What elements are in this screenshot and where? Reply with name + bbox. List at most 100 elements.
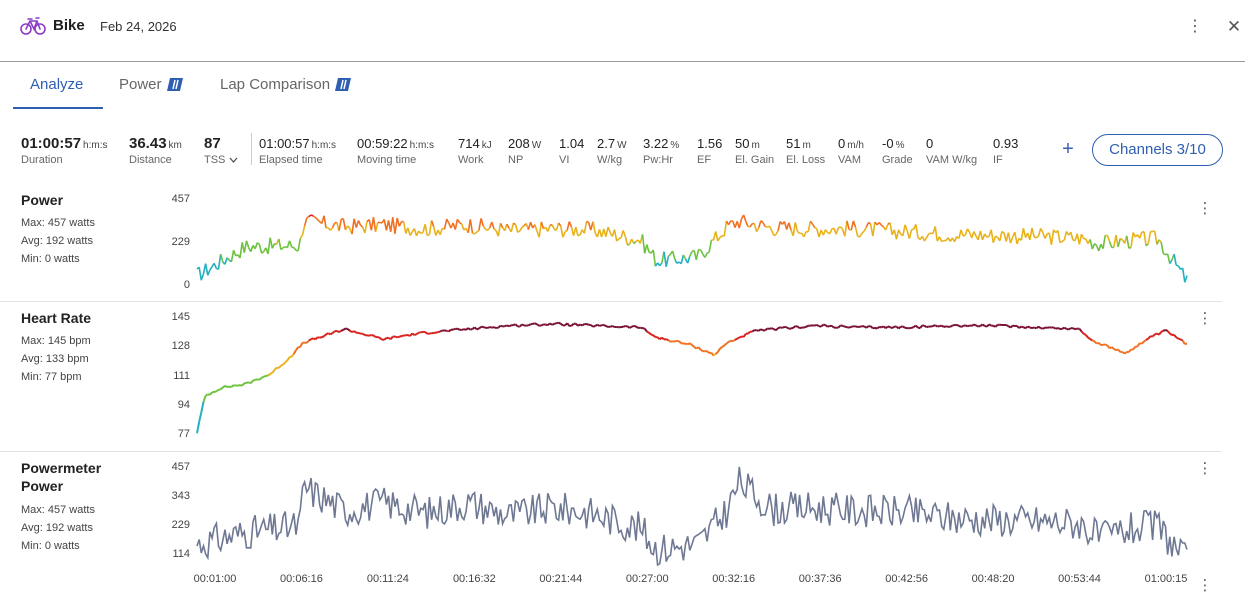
- series-segment: [1128, 246, 1132, 250]
- y-tick-label: 0: [183, 279, 190, 291]
- stat-label: Moving time: [357, 154, 434, 166]
- stat-label: El. Gain: [735, 154, 774, 166]
- series-segment: [842, 324, 846, 328]
- y-tick-label: 94: [177, 399, 190, 411]
- series-segment: [459, 222, 463, 225]
- series-segment: [973, 231, 977, 237]
- series-segment: [420, 231, 424, 235]
- series-segment: [915, 324, 919, 329]
- series-segment: [570, 323, 575, 327]
- stat-label-text: NP: [508, 154, 524, 166]
- series-segment: [1093, 340, 1098, 345]
- series-segment: [757, 220, 762, 228]
- heart-rate-chart[interactable]: [196, 317, 1188, 434]
- series-segment: [284, 359, 289, 364]
- series-segment: [624, 236, 629, 246]
- series-segment: [958, 229, 962, 239]
- series-segment: [671, 250, 676, 260]
- power-chart-menu-icon[interactable]: ⋮: [1197, 200, 1213, 217]
- series-segment: [1091, 243, 1096, 250]
- kebab-icon[interactable]: ⋮: [1187, 18, 1203, 35]
- series-segment: [872, 221, 876, 237]
- series-segment: [424, 224, 429, 236]
- stat-value: 50: [735, 136, 750, 151]
- series-segment: [1111, 346, 1115, 350]
- series-segment: [616, 238, 620, 242]
- series-segment: [742, 333, 747, 338]
- tab-lap-comparison[interactable]: Lap Comparison: [220, 76, 352, 93]
- stat-duration: 01:00:57 h:m:s Duration: [21, 135, 108, 166]
- series-segment: [777, 221, 781, 231]
- series-segment: [734, 337, 738, 341]
- stat-label: El. Loss: [786, 154, 825, 166]
- close-icon[interactable]: ✕: [1226, 17, 1242, 36]
- series-segment: [1072, 239, 1076, 242]
- series-segment: [642, 327, 645, 330]
- series-segment: [469, 219, 474, 234]
- series-segment: [723, 220, 728, 237]
- premium-badge-icon: [166, 78, 183, 91]
- series-segment: [687, 342, 691, 346]
- series-segment: [596, 323, 600, 327]
- series-segment: [314, 336, 319, 341]
- series-segment: [964, 228, 969, 236]
- series-segment: [1044, 233, 1048, 239]
- series-segment: [1128, 348, 1132, 353]
- series-segment: [973, 323, 977, 327]
- series-segment: [534, 224, 538, 232]
- series-segment: [527, 323, 532, 327]
- series-segment: [586, 323, 590, 326]
- series-segment: [495, 326, 499, 330]
- series-segment: [770, 229, 775, 236]
- series-segment: [848, 228, 852, 231]
- series-segment: [981, 233, 986, 241]
- series-segment: [923, 324, 928, 329]
- series-segment: [992, 235, 997, 243]
- series-segment: [809, 220, 814, 225]
- series-segment: [209, 391, 213, 396]
- series-segment: [670, 340, 673, 343]
- series-segment: [790, 326, 794, 330]
- stat-unit: W: [617, 140, 627, 151]
- series-segment: [652, 334, 657, 338]
- series-segment: [508, 324, 512, 328]
- series-segment: [715, 351, 719, 355]
- series-segment: [331, 222, 336, 229]
- hr-chart-menu-icon[interactable]: ⋮: [1197, 310, 1213, 327]
- series-segment: [646, 330, 650, 334]
- power-chart[interactable]: [196, 199, 1188, 285]
- series-segment: [953, 236, 958, 243]
- series-segment: [1080, 330, 1085, 335]
- series-segment: [956, 324, 960, 327]
- series-segment: [719, 235, 723, 239]
- channels-button[interactable]: Channels 3/10: [1092, 134, 1223, 166]
- tab-power[interactable]: Power: [119, 76, 184, 93]
- series-segment: [781, 325, 785, 329]
- series-segment: [932, 324, 936, 327]
- series-segment: [1037, 325, 1042, 329]
- pm-chart-menu-icon[interactable]: ⋮: [1197, 460, 1213, 477]
- series-segment: [1007, 325, 1012, 329]
- series-segment: [984, 324, 988, 328]
- series-segment: [581, 323, 585, 327]
- stat-label: VI: [559, 154, 584, 166]
- series-segment: [224, 257, 228, 265]
- series-segment: [282, 361, 286, 366]
- powermeter-power-chart[interactable]: [196, 466, 1188, 567]
- series-segment: [428, 220, 433, 235]
- series-segment: [1091, 339, 1095, 343]
- stat-unit: m: [802, 140, 811, 151]
- series-segment: [689, 342, 693, 346]
- tab-analyze[interactable]: Analyze: [30, 76, 83, 93]
- series-segment: [254, 242, 259, 250]
- series-segment: [1154, 332, 1158, 336]
- series-segment: [773, 233, 777, 237]
- add-metric-button[interactable]: +: [1062, 138, 1074, 160]
- stat-tss[interactable]: 87 TSS: [204, 135, 238, 166]
- series-segment: [342, 218, 347, 230]
- series-segment: [1039, 228, 1044, 233]
- series-segment: [499, 222, 504, 228]
- x-axis-menu-icon[interactable]: ⋮: [1197, 577, 1213, 594]
- chart-divider: [0, 301, 1222, 302]
- stat-unit: %: [895, 140, 905, 151]
